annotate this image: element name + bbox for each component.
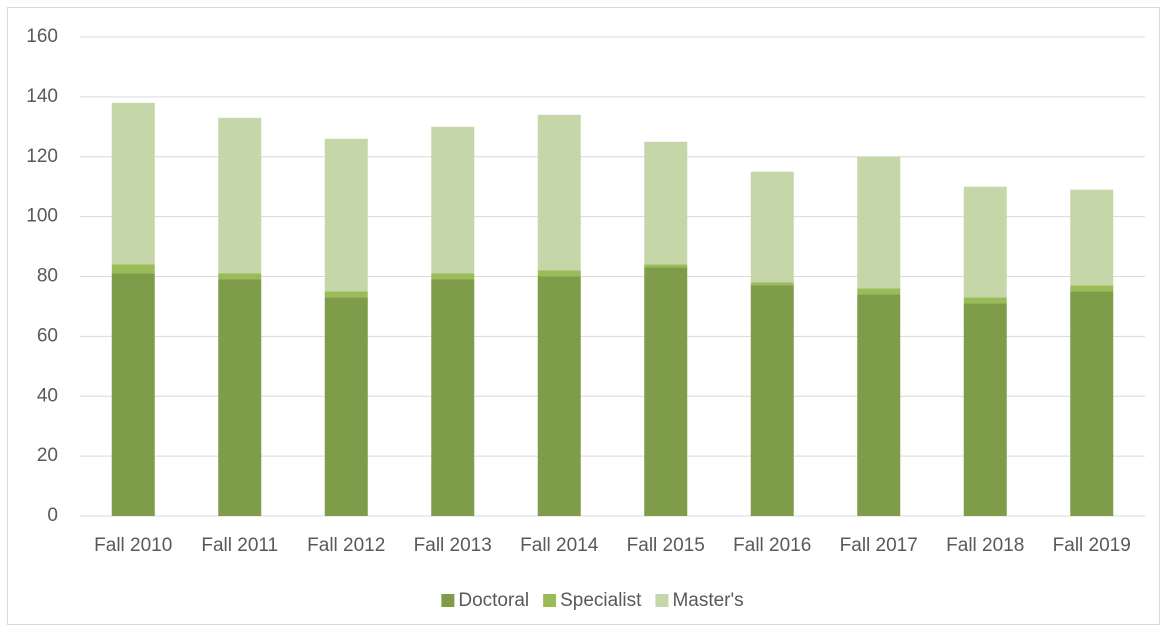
bar-segment [537, 270, 581, 277]
x-tick-label: Fall 2015 [627, 535, 705, 556]
x-tick-label: Fall 2013 [414, 535, 492, 556]
bar-segment [111, 264, 155, 274]
bar-segment [750, 282, 794, 286]
y-tick-label: 40 [37, 385, 58, 406]
bar-segment [857, 156, 901, 289]
legend-swatch [441, 594, 455, 607]
bar-segment [1070, 285, 1114, 292]
x-tick-label: Fall 2017 [840, 535, 918, 556]
y-tick-label: 20 [37, 445, 58, 466]
bar-segment [431, 273, 475, 280]
bar-segment [111, 273, 155, 516]
bar-segment [1070, 189, 1114, 286]
bar-segment [963, 186, 1007, 298]
y-tick-label: 140 [26, 86, 58, 107]
bar-segment [218, 117, 262, 274]
y-tick-label: 0 [47, 505, 58, 526]
bar-segment [857, 288, 901, 295]
legend-label: Doctoral [458, 590, 529, 611]
bar-segment [963, 303, 1007, 516]
y-tick-label: 80 [37, 266, 58, 287]
legend-swatch [655, 594, 669, 607]
bar-segment [750, 285, 794, 516]
legend-label: Master's [672, 590, 743, 611]
x-tick-label: Fall 2012 [307, 535, 385, 556]
bar-segment [537, 114, 581, 271]
y-tick-label: 60 [37, 325, 58, 346]
bar-segment [644, 264, 688, 268]
bar-segment [431, 126, 475, 274]
bar-segment [218, 273, 262, 280]
y-tick-label: 120 [26, 146, 58, 167]
bar-segment [1070, 291, 1114, 516]
x-tick-label: Fall 2011 [201, 535, 278, 556]
bar-segment [218, 279, 262, 516]
x-tick-label: Fall 2016 [733, 535, 811, 556]
bar-segment [537, 276, 581, 516]
bar-segment [644, 267, 688, 516]
bar-segment [750, 171, 794, 283]
x-tick-label: Fall 2018 [946, 535, 1024, 556]
y-tick-label: 160 [26, 26, 58, 47]
bar-segment [111, 102, 155, 265]
bar-segment [963, 297, 1007, 304]
x-tick-label: Fall 2014 [520, 535, 599, 556]
bar-segment [324, 138, 368, 292]
y-tick-label: 100 [26, 206, 58, 227]
bar-segment [324, 297, 368, 516]
legend-label: Specialist [560, 590, 642, 611]
legend-swatch [543, 594, 557, 607]
bar-segment [857, 294, 901, 516]
x-tick-label: Fall 2019 [1053, 535, 1131, 556]
bar-segment [431, 279, 475, 516]
bar-segment [324, 291, 368, 298]
x-tick-label: Fall 2010 [94, 535, 172, 556]
bar-segment [644, 141, 688, 265]
